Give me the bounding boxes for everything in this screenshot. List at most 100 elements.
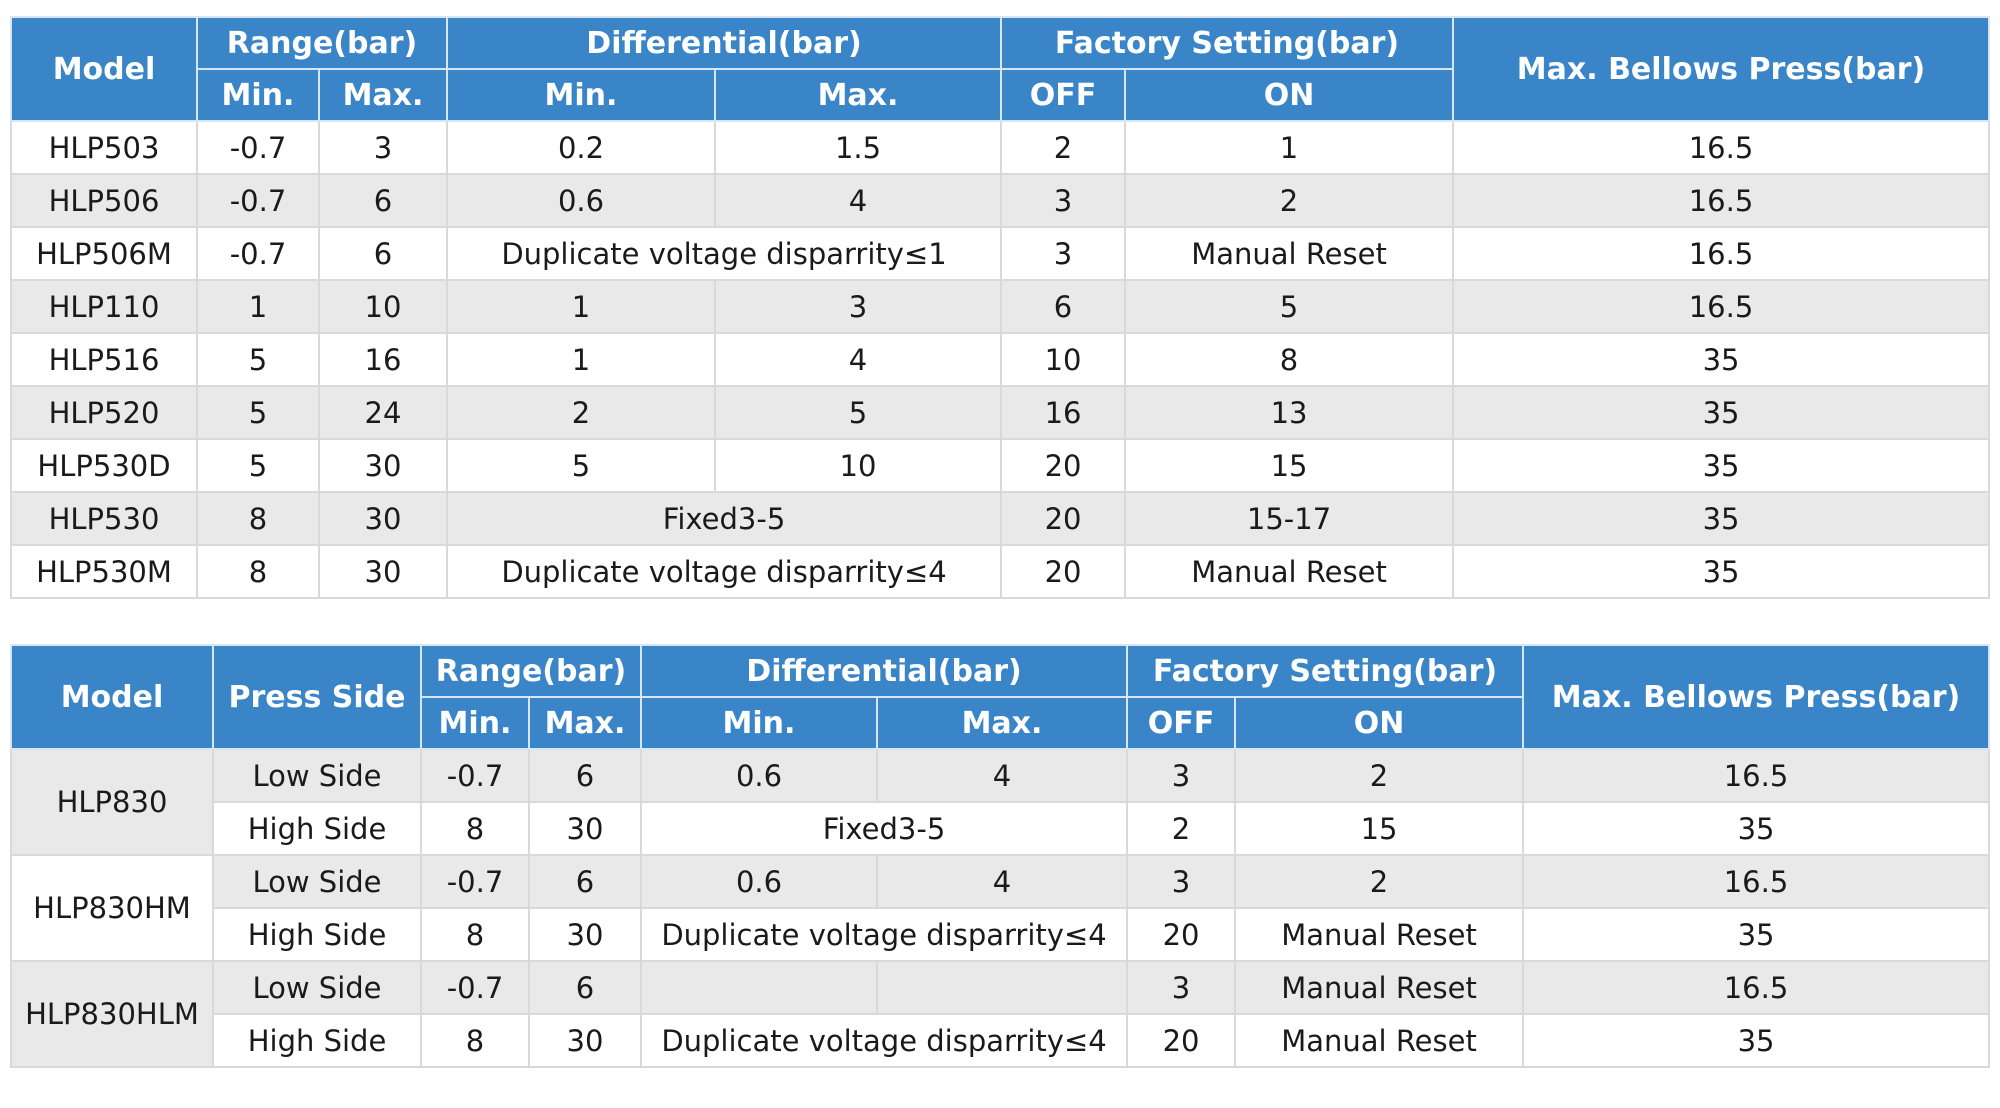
cell-range-min: -0.7 xyxy=(420,854,530,909)
cell-press-side: High Side xyxy=(212,1013,422,1068)
cell-on: Manual Reset xyxy=(1234,1013,1525,1068)
cell-range-max: 6 xyxy=(318,173,448,228)
dual-pressure-switch-spec-table: Model Press Side Range(bar) Differential… xyxy=(10,644,1991,1068)
header-range-min: Min. xyxy=(420,696,530,750)
cell-range-min: 5 xyxy=(196,385,320,440)
header-on: ON xyxy=(1234,696,1525,750)
cell-on: 15 xyxy=(1124,438,1455,493)
table-row: HLP520 5 24 2 5 16 13 35 xyxy=(10,385,1991,440)
header-diff-max: Max. xyxy=(875,696,1129,750)
table-row: HLP516 5 16 1 4 10 8 35 xyxy=(10,332,1991,387)
cell-bellows: 16.5 xyxy=(1452,173,1991,228)
cell-range-min: 8 xyxy=(420,907,530,962)
cell-off: 6 xyxy=(1000,279,1127,334)
cell-differential: Duplicate voltage disparrity≤4 xyxy=(639,907,1129,962)
cell-range-min: 8 xyxy=(420,1013,530,1068)
cell-range-max: 6 xyxy=(318,226,448,281)
cell-on: 2 xyxy=(1124,173,1455,228)
cell-model: HLP830 xyxy=(10,748,214,856)
cell-on: 15 xyxy=(1234,801,1525,856)
header-diff-min: Min. xyxy=(640,696,878,750)
cell-on: 2 xyxy=(1234,748,1525,803)
cell-range-min: -0.7 xyxy=(420,960,530,1015)
header-on: ON xyxy=(1124,68,1455,122)
header-max-bellows-press: Max. Bellows Press(bar) xyxy=(1522,644,1991,750)
cell-bellows: 35 xyxy=(1452,491,1991,546)
cell-off: 20 xyxy=(1000,491,1127,546)
cell-press-side: Low Side xyxy=(212,748,422,803)
table-row: HLP530 8 30 Fixed3-5 20 15-17 35 xyxy=(10,491,1991,546)
cell-range-min: 8 xyxy=(196,491,320,546)
cell-diff-min: 5 xyxy=(446,438,716,493)
cell-diff-max: 3 xyxy=(713,279,1003,334)
cell-differential: Fixed3-5 xyxy=(445,491,1003,546)
table-row: High Side 8 30 Duplicate voltage disparr… xyxy=(11,907,1991,962)
cell-range-max: 30 xyxy=(318,544,448,599)
header-off: OFF xyxy=(1000,68,1127,122)
cell-diff-min: 0.6 xyxy=(446,173,716,228)
cell-off: 20 xyxy=(1126,1013,1237,1068)
cell-range-max: 6 xyxy=(528,748,642,803)
cell-diff-min: 0.6 xyxy=(640,748,878,803)
table-row: HLP506 -0.7 6 0.6 4 3 2 16.5 xyxy=(10,173,1991,228)
cell-off: 3 xyxy=(1126,748,1237,803)
cell-model: HLP506 xyxy=(10,173,198,228)
table-row: HLP506M -0.7 6 Duplicate voltage disparr… xyxy=(10,226,1991,281)
cell-range-max: 6 xyxy=(528,854,642,909)
cell-range-max: 10 xyxy=(318,279,448,334)
cell-on: Manual Reset xyxy=(1124,226,1455,281)
cell-off: 3 xyxy=(1000,226,1127,281)
cell-differential: Duplicate voltage disparrity≤1 xyxy=(445,226,1003,281)
cell-range-max: 30 xyxy=(528,801,642,856)
cell-model: HLP830HM xyxy=(10,854,214,962)
cell-range-min: 8 xyxy=(420,801,530,856)
header-differential: Differential(bar) xyxy=(639,644,1129,698)
cell-diff-max: 4 xyxy=(875,854,1129,909)
cell-on: 13 xyxy=(1124,385,1455,440)
header-press-side: Press Side xyxy=(212,644,422,750)
table-row: HLP503 -0.7 3 0.2 1.5 2 1 16.5 xyxy=(10,120,1991,175)
cell-range-max: 24 xyxy=(318,385,448,440)
cell-press-side: Low Side xyxy=(212,854,422,909)
cell-range-max: 30 xyxy=(318,491,448,546)
cell-bellows: 35 xyxy=(1452,385,1991,440)
cell-on: 15-17 xyxy=(1124,491,1455,546)
cell-off: 20 xyxy=(1000,438,1127,493)
cell-diff-min: 2 xyxy=(446,385,716,440)
cell-model: HLP530D xyxy=(10,438,198,493)
cell-model: HLP506M xyxy=(10,226,198,281)
cell-model: HLP503 xyxy=(10,120,198,175)
cell-range-max: 30 xyxy=(528,1013,642,1068)
cell-range-min: -0.7 xyxy=(196,173,320,228)
table-row: HLP830 Low Side -0.7 6 0.6 4 3 2 16.5 xyxy=(10,748,1991,856)
cell-bellows: 35 xyxy=(1452,332,1991,387)
table-row: HLP110 1 10 1 3 6 5 16.5 xyxy=(10,279,1991,334)
cell-on: 8 xyxy=(1124,332,1455,387)
cell-diff-min xyxy=(640,960,878,1015)
cell-model: HLP110 xyxy=(10,279,198,334)
header-diff-max: Max. xyxy=(713,68,1003,122)
cell-bellows: 35 xyxy=(1452,544,1991,599)
header-max-bellows-press: Max. Bellows Press(bar) xyxy=(1452,16,1991,122)
cell-range-min: 8 xyxy=(196,544,320,599)
cell-press-side: Low Side xyxy=(212,960,422,1015)
cell-range-min: -0.7 xyxy=(196,226,320,281)
cell-diff-max: 5 xyxy=(713,385,1003,440)
cell-on: 1 xyxy=(1124,120,1455,175)
cell-diff-max: 10 xyxy=(713,438,1003,493)
header-range-max: Max. xyxy=(318,68,448,122)
cell-off: 20 xyxy=(1000,544,1127,599)
table-row: HLP830HM Low Side -0.7 6 0.6 4 3 2 16.5 xyxy=(10,854,1991,962)
header-range-max: Max. xyxy=(528,696,642,750)
cell-bellows: 16.5 xyxy=(1522,854,1991,909)
cell-bellows: 35 xyxy=(1452,438,1991,493)
cell-range-max: 16 xyxy=(318,332,448,387)
pressure-switch-spec-table: Model Range(bar) Differential(bar) Facto… xyxy=(10,16,1991,599)
cell-bellows: 16.5 xyxy=(1452,226,1991,281)
cell-range-min: -0.7 xyxy=(420,748,530,803)
cell-bellows: 35 xyxy=(1522,1013,1991,1068)
header-factory-setting: Factory Setting(bar) xyxy=(1000,16,1455,70)
cell-off: 20 xyxy=(1126,907,1237,962)
cell-bellows: 16.5 xyxy=(1452,279,1991,334)
cell-bellows: 16.5 xyxy=(1452,120,1991,175)
